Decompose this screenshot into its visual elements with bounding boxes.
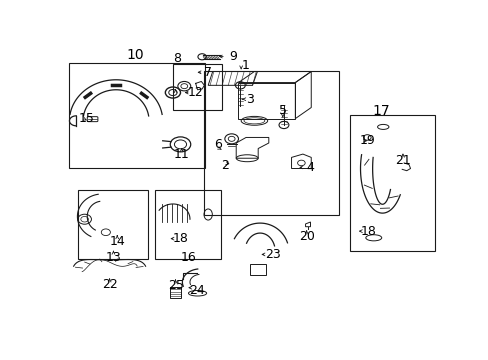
Bar [173, 64, 222, 110]
Text: 20: 20 [298, 230, 314, 243]
Text: 8: 8 [172, 52, 181, 65]
Text: 11: 11 [173, 148, 189, 161]
Text: 19: 19 [359, 134, 374, 147]
Text: 18: 18 [360, 225, 376, 238]
Text: 18: 18 [172, 232, 188, 245]
Bar [68, 63, 205, 168]
Text: 24: 24 [188, 284, 204, 297]
Text: 9: 9 [229, 50, 237, 63]
Text: 16: 16 [180, 251, 196, 264]
Text: 6: 6 [214, 138, 222, 151]
Text: 3: 3 [245, 93, 253, 106]
Text: 14: 14 [109, 235, 125, 248]
Text: 17: 17 [372, 104, 389, 118]
Text: 23: 23 [264, 248, 280, 261]
Text: 4: 4 [306, 161, 314, 174]
Bar [170, 287, 181, 298]
Bar [349, 115, 434, 251]
Bar [204, 71, 338, 215]
Text: 15: 15 [79, 112, 95, 125]
Text: 22: 22 [102, 278, 117, 291]
Text: 2: 2 [221, 159, 228, 172]
Text: 10: 10 [126, 48, 143, 62]
Text: 1: 1 [242, 59, 249, 72]
Bar [155, 190, 221, 260]
Text: 5: 5 [278, 104, 286, 117]
Text: 12: 12 [187, 86, 203, 99]
Bar [249, 264, 265, 275]
Text: 25: 25 [167, 279, 183, 292]
Text: 21: 21 [394, 154, 410, 167]
Text: 7: 7 [204, 66, 212, 79]
Text: 13: 13 [105, 251, 121, 264]
Bar [78, 190, 148, 260]
